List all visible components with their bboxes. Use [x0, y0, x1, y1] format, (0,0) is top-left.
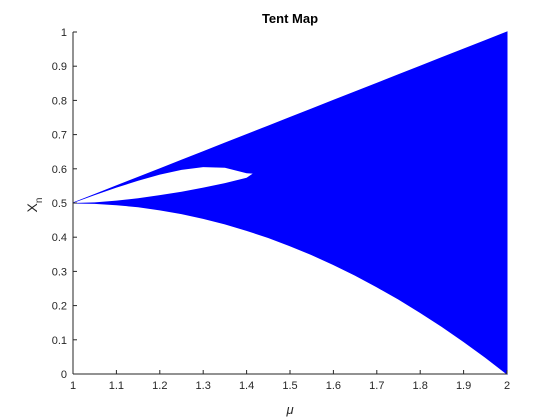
plot-area [72, 31, 508, 376]
attractor-band [72, 31, 508, 376]
x-axis-label: μ [285, 402, 293, 417]
y-tick-label: 0 [61, 369, 67, 381]
y-tick-label: 0.8 [52, 95, 67, 107]
x-tick-label: 1.9 [456, 380, 471, 392]
y-tick-label: 0.5 [52, 198, 67, 210]
y-axis-label: Xn [24, 198, 45, 213]
x-tick-label: 1.4 [239, 380, 254, 392]
y-tick-label: 0.1 [52, 335, 67, 347]
x-tick-label: 1 [70, 380, 76, 392]
x-tick-label: 2 [504, 380, 510, 392]
svg-text:Xn: Xn [24, 198, 45, 213]
y-tick-label: 0.3 [52, 266, 67, 278]
x-tick-label: 1.8 [413, 380, 428, 392]
y-axis-label-main: X [24, 202, 40, 212]
x-tick-label: 1.3 [196, 380, 211, 392]
x-tick-label: 1.6 [326, 380, 341, 392]
y-tick-label: 0.4 [52, 232, 67, 244]
y-tick-label: 0.9 [52, 61, 67, 73]
y-tick-label: 1 [61, 27, 67, 39]
x-tick-label: 1.7 [369, 380, 384, 392]
y-axis-label-subscript: n [34, 198, 45, 204]
y-tick-label: 0.6 [52, 164, 67, 176]
attractor-gap [73, 167, 253, 203]
x-axis-ticks: 1 1.1 1.2 1.3 1.4 1.5 1.6 1.7 1.8 1.9 2 [70, 370, 510, 392]
x-tick-label: 1.2 [152, 380, 167, 392]
x-tick-label: 1.5 [282, 380, 297, 392]
x-tick-label: 1.1 [109, 380, 124, 392]
y-axis-ticks: 0 0.1 0.2 0.3 0.4 0.5 0.6 0.7 0.8 0.9 1 [52, 27, 77, 381]
chart-title: Tent Map [262, 11, 318, 26]
y-tick-label: 0.7 [52, 130, 67, 142]
y-tick-label: 0.2 [52, 301, 67, 313]
